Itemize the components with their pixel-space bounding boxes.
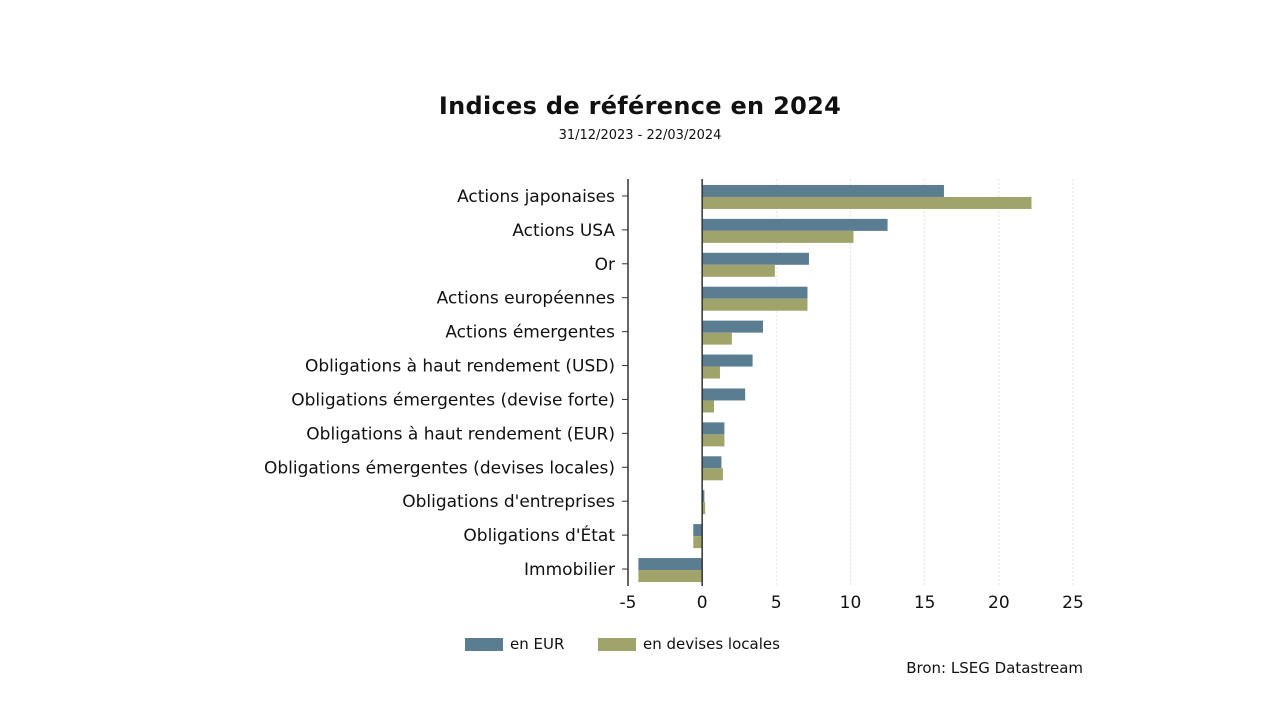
x-tick-label: -5 bbox=[620, 593, 637, 613]
chart-title: Indices de référence en 2024 bbox=[438, 92, 842, 120]
bar-local bbox=[693, 536, 703, 549]
axes bbox=[622, 179, 703, 586]
bar-eur bbox=[702, 286, 808, 299]
category-label: Obligations d'entreprises bbox=[402, 492, 615, 512]
x-tick-label: 10 bbox=[840, 593, 862, 613]
x-tick-label: 15 bbox=[914, 593, 936, 613]
bar-eur bbox=[702, 456, 722, 469]
category-label: Actions japonaises bbox=[457, 187, 615, 207]
legend-swatch-local bbox=[598, 637, 636, 651]
category-label: Obligations émergentes (devises locales) bbox=[264, 458, 615, 478]
x-tick-label: 25 bbox=[1062, 593, 1084, 613]
bar-eur bbox=[702, 218, 888, 231]
bar-eur bbox=[702, 490, 705, 503]
bar-eur bbox=[702, 422, 725, 435]
x-tick-labels: -5 0 5 10 15 20 25 bbox=[620, 593, 1084, 613]
category-label: Actions européennes bbox=[437, 289, 615, 309]
category-label: Obligations à haut rendement (USD) bbox=[305, 357, 615, 377]
bar-eur bbox=[702, 252, 809, 265]
x-tick-label: 0 bbox=[697, 593, 708, 613]
legend-item-eur: en EUR bbox=[465, 635, 564, 653]
bar-eur bbox=[702, 354, 753, 367]
category-label: Immobilier bbox=[524, 560, 615, 580]
bar-local bbox=[702, 502, 706, 515]
category-label: Actions USA bbox=[512, 221, 615, 241]
bar-eur bbox=[638, 558, 703, 571]
bar-local bbox=[702, 434, 725, 447]
bar-eur bbox=[702, 184, 944, 197]
category-label: Or bbox=[595, 255, 615, 275]
x-tick-label: 5 bbox=[771, 593, 782, 613]
legend-item-local: en devises locales bbox=[598, 635, 780, 653]
bar-local bbox=[702, 468, 723, 481]
bar-local bbox=[638, 570, 703, 583]
bar-local bbox=[702, 264, 775, 277]
legend-swatch-eur bbox=[465, 637, 503, 651]
bar-local bbox=[702, 332, 732, 345]
bars bbox=[638, 184, 1032, 583]
bar-local bbox=[702, 196, 1032, 209]
category-label: Obligations à haut rendement (EUR) bbox=[306, 424, 615, 444]
legend-label-local: en devises locales bbox=[643, 635, 780, 653]
bar-local bbox=[702, 230, 854, 243]
bar-local bbox=[702, 400, 715, 413]
chart-subtitle: 31/12/2023 - 22/03/2024 bbox=[558, 128, 722, 143]
category-label: Obligations d'État bbox=[463, 524, 615, 546]
bar-local bbox=[702, 298, 808, 311]
legend-label-eur: en EUR bbox=[510, 635, 565, 653]
category-label: Obligations émergentes (devise forte) bbox=[291, 390, 615, 410]
x-tick-label: 20 bbox=[988, 593, 1010, 613]
bar-eur bbox=[702, 320, 763, 333]
bar-eur bbox=[702, 388, 746, 401]
category-label: Actions émergentes bbox=[445, 323, 615, 343]
bar-eur bbox=[693, 524, 703, 537]
category-labels: Actions japonaises Actions USA Or Actions e… bbox=[264, 187, 615, 580]
source-note: Bron: LSEG Datastream bbox=[906, 659, 1083, 677]
bar-local bbox=[702, 366, 720, 379]
